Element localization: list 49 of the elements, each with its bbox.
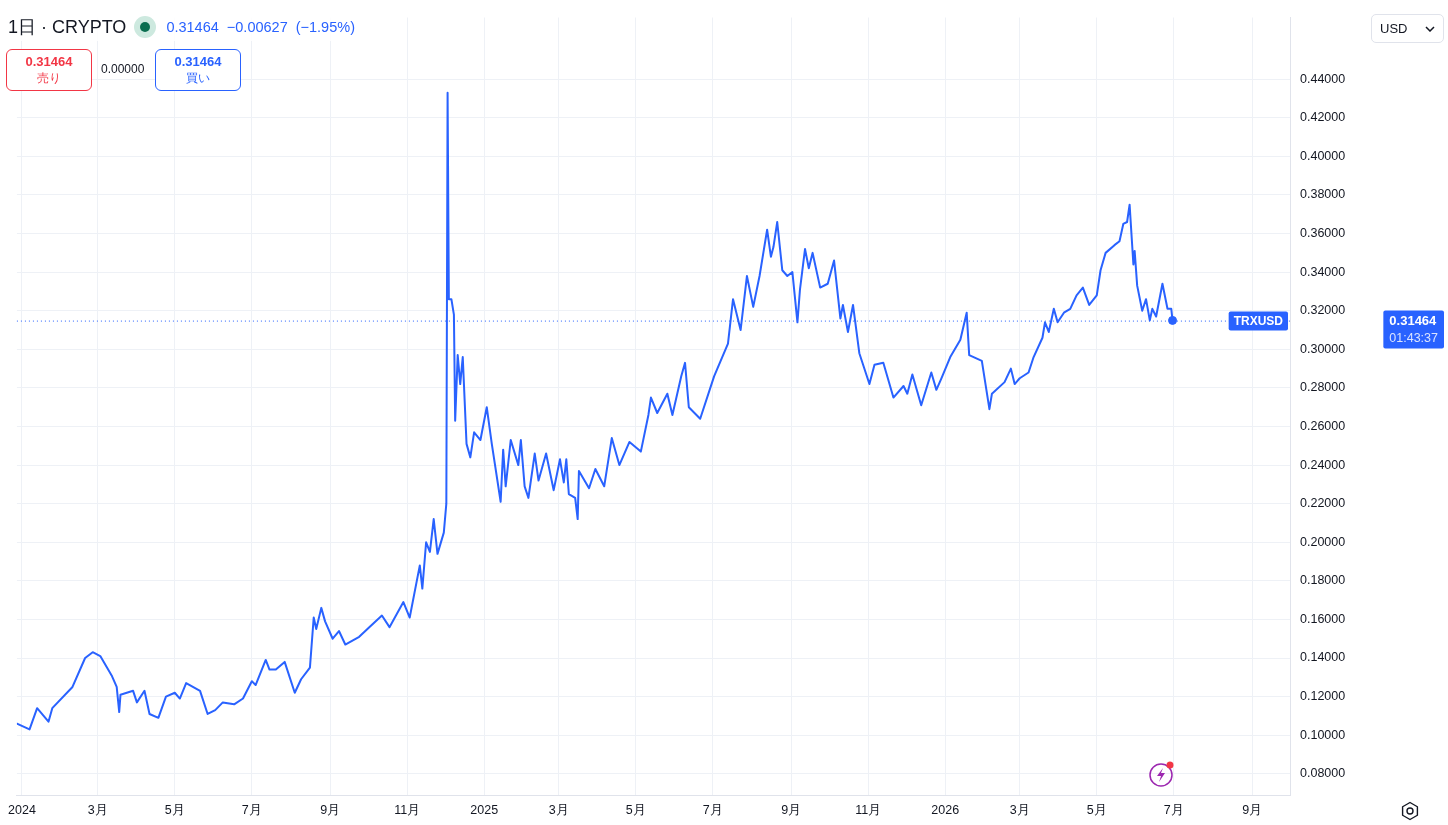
annotation: 0.00000	[101, 62, 145, 76]
x-tick-label: 11月	[855, 802, 882, 817]
y-tick-label: 0.42000	[1300, 110, 1346, 125]
y-tick-label: 0.22000	[1300, 496, 1346, 511]
x-tick-label: 9月	[781, 802, 802, 817]
text: 01:43:37	[1389, 331, 1439, 346]
text: 0.31464	[1389, 313, 1438, 329]
x-tick-label: 5月	[164, 802, 185, 817]
chart-title: 1日 · CRYPTO	[8, 16, 127, 39]
y-tick-label: 0.18000	[1300, 573, 1346, 588]
y-tick-label: 0.34000	[1300, 264, 1346, 279]
chart-subtitle: 0.31464 −0.00627 (−1.95%)	[166, 19, 355, 35]
y-tick-label: 0.16000	[1300, 611, 1346, 626]
x-tick-label: 3月	[548, 802, 569, 817]
x-tick-label: 7月	[1163, 802, 1184, 817]
y-tick-label: 0.10000	[1300, 727, 1346, 742]
y-tick-label: 0.20000	[1300, 534, 1346, 549]
x-tick-label: 11月	[394, 802, 421, 817]
x-tick-label: 9月	[1242, 802, 1263, 817]
x-tick-label: 2026	[931, 802, 960, 817]
x-tick-label: 9月	[320, 802, 341, 817]
annotation: 売り	[36, 70, 62, 86]
y-tick-label: 0.08000	[1300, 766, 1346, 781]
y-tick-label: 0.40000	[1300, 148, 1346, 163]
buy-button: 0.31464 買い	[155, 49, 241, 91]
annotation: 0.31464	[24, 54, 74, 70]
x-tick-label: 7月	[241, 802, 262, 817]
y-tick-label: 0.14000	[1300, 650, 1346, 665]
y-tick-label: 0.44000	[1300, 71, 1346, 86]
y-tick-label: 0.38000	[1300, 187, 1346, 202]
y-tick-label: 0.24000	[1300, 457, 1346, 472]
x-tick-label: 2025	[470, 802, 499, 817]
ref-line-label: TRXUSD	[1233, 313, 1284, 328]
y-tick-label: 0.32000	[1300, 303, 1346, 318]
y-tick-label: 0.36000	[1300, 226, 1346, 241]
currency-dropdown: USD	[1371, 14, 1444, 43]
y-tick-label: 0.26000	[1300, 418, 1346, 433]
x-tick-label: 3月	[1009, 802, 1030, 817]
x-tick-label: 3月	[87, 802, 108, 817]
annotation: 買い	[185, 70, 211, 86]
x-tick-label: 2024	[8, 802, 36, 817]
y-tick-label: 0.28000	[1300, 380, 1346, 395]
sell-button: 0.31464 売り	[6, 49, 92, 91]
annotation: 0.31464	[173, 54, 223, 70]
y-tick-label: 0.30000	[1300, 341, 1346, 356]
x-tick-label: 7月	[702, 802, 723, 817]
y-tick-label: 0.12000	[1300, 689, 1346, 704]
x-tick-label: 5月	[1086, 802, 1107, 817]
x-tick-label: 5月	[625, 802, 646, 817]
